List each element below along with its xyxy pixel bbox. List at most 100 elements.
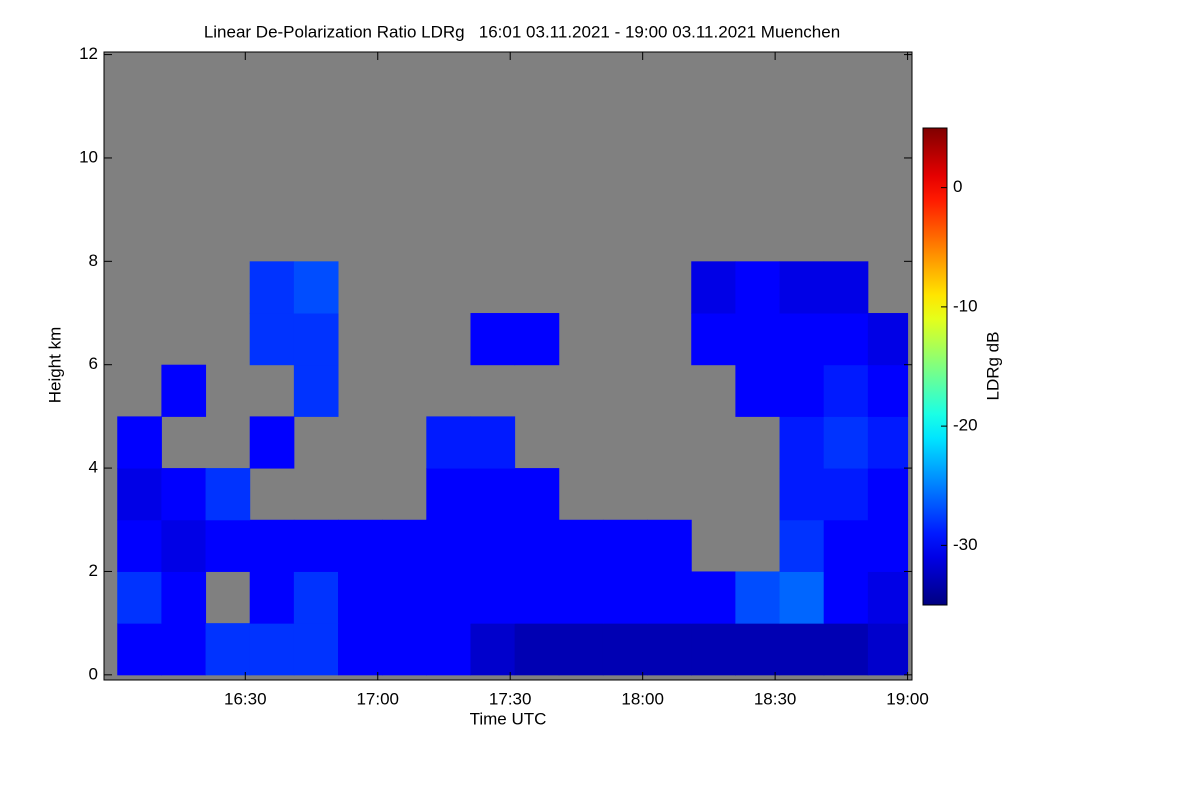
heatmap-cell: [823, 416, 869, 469]
heatmap-cell: [426, 519, 471, 572]
heatmap-cell: [867, 364, 909, 417]
heatmap-cell: [470, 313, 516, 366]
heatmap-cell: [823, 571, 869, 624]
heatmap-cell: [293, 623, 339, 676]
x-tick-label: 18:30: [754, 689, 797, 708]
x-tick-label: 18:00: [621, 689, 664, 708]
heatmap-cell: [558, 571, 604, 624]
colorbar-tick-label: -30: [953, 535, 978, 554]
heatmap-cell: [779, 416, 825, 469]
heatmap-cell: [514, 468, 560, 521]
heatmap-cell: [867, 313, 909, 366]
colorbar-tick-label: -20: [953, 416, 978, 435]
heatmap-cell: [205, 519, 251, 572]
heatmap-cell: [470, 519, 516, 572]
heatmap-cell: [779, 364, 825, 417]
heatmap-cell: [735, 571, 781, 624]
heatmap-cell: [514, 623, 560, 676]
heatmap-cell: [338, 519, 383, 572]
heatmap-cell: [161, 364, 207, 417]
heatmap-cell: [117, 571, 162, 624]
y-tick-label: 8: [89, 251, 98, 270]
heatmap-cell: [647, 623, 692, 676]
heatmap-cell: [117, 416, 162, 469]
heatmap-cell: [779, 519, 825, 572]
x-tick-label: 17:30: [489, 689, 532, 708]
heatmap-cell: [558, 623, 604, 676]
heatmap-cell: [779, 571, 825, 624]
y-tick-label: 4: [89, 458, 98, 477]
heatmap-cell: [602, 623, 648, 676]
heatmap-cell: [205, 623, 251, 676]
heatmap-cell: [161, 519, 207, 572]
heatmap-cell: [249, 416, 295, 469]
heatmap-cell: [558, 519, 604, 572]
heatmap-cell: [117, 519, 162, 572]
heatmap-cell: [338, 571, 383, 624]
heatmap-cell: [249, 571, 295, 624]
heatmap-cell: [823, 623, 869, 676]
y-tick-label: 12: [79, 44, 98, 63]
heatmap-cell: [867, 519, 909, 572]
heatmap-cell: [161, 623, 207, 676]
heatmap-cell: [867, 571, 909, 624]
colorbar: [922, 127, 948, 606]
heatmap-cell: [647, 571, 692, 624]
heatmap-cell: [779, 468, 825, 521]
heatmap-cell: [647, 519, 692, 572]
heatmap-cell: [779, 623, 825, 676]
heatmap-cell: [823, 364, 869, 417]
heatmap-cell: [779, 313, 825, 366]
heatmap-cell: [249, 261, 295, 314]
heatmap-cell: [735, 364, 781, 417]
heatmap-cell: [514, 313, 560, 366]
heatmap-cell: [823, 261, 869, 314]
heatmap-cell: [249, 519, 295, 572]
x-tick-label: 16:30: [224, 689, 267, 708]
plot-frame: [103, 51, 913, 681]
heatmap-cell: [161, 571, 207, 624]
heatmap-cell: [867, 416, 909, 469]
heatmap-cell: [293, 571, 339, 624]
y-tick-label: 2: [89, 561, 98, 580]
heatmap-cell: [117, 468, 162, 521]
colorbar-label: LDRg dB: [983, 332, 1002, 401]
heatmap-cell: [426, 571, 471, 624]
heatmap-cell: [470, 416, 516, 469]
heatmap-cell: [867, 623, 909, 676]
heatmap-cell: [514, 519, 560, 572]
colorbar-tick-label: -10: [953, 296, 978, 315]
heatmap-cell: [382, 571, 427, 624]
heatmap-cell: [249, 623, 295, 676]
heatmap-cell: [867, 468, 909, 521]
colorbar-tick-label: 0: [953, 177, 962, 196]
heatmap-cell: [382, 519, 427, 572]
y-tick-label: 0: [89, 664, 98, 683]
heatmap-cell: [470, 623, 516, 676]
heatmap-cell: [426, 416, 471, 469]
heatmap-cell: [691, 571, 736, 624]
chart-title: Linear De-Polarization Ratio LDRg 16:01 …: [204, 22, 840, 41]
heatmap-cell: [426, 468, 471, 521]
heatmap-cell: [823, 519, 869, 572]
y-tick-label: 6: [89, 354, 98, 373]
heatmap-cell: [382, 623, 427, 676]
heatmap-cell: [779, 261, 825, 314]
heatmap-cell: [293, 519, 339, 572]
heatmap-cell: [823, 313, 869, 366]
heatmap-cell: [823, 468, 869, 521]
heatmap-cell: [293, 261, 339, 314]
heatmap-cell: [205, 468, 251, 521]
y-tick-label: 10: [79, 147, 98, 166]
heatmap-cell: [117, 623, 162, 676]
heatmap-cell: [602, 519, 648, 572]
heatmap-cell: [735, 313, 781, 366]
heatmap-cell: [691, 623, 736, 676]
x-axis-label: Time UTC: [470, 709, 547, 728]
heatmap-cell: [735, 623, 781, 676]
heatmap-cell: [602, 571, 648, 624]
heatmap-cell: [426, 623, 471, 676]
heatmap-cell: [249, 313, 295, 366]
heatmap-cell: [514, 571, 560, 624]
